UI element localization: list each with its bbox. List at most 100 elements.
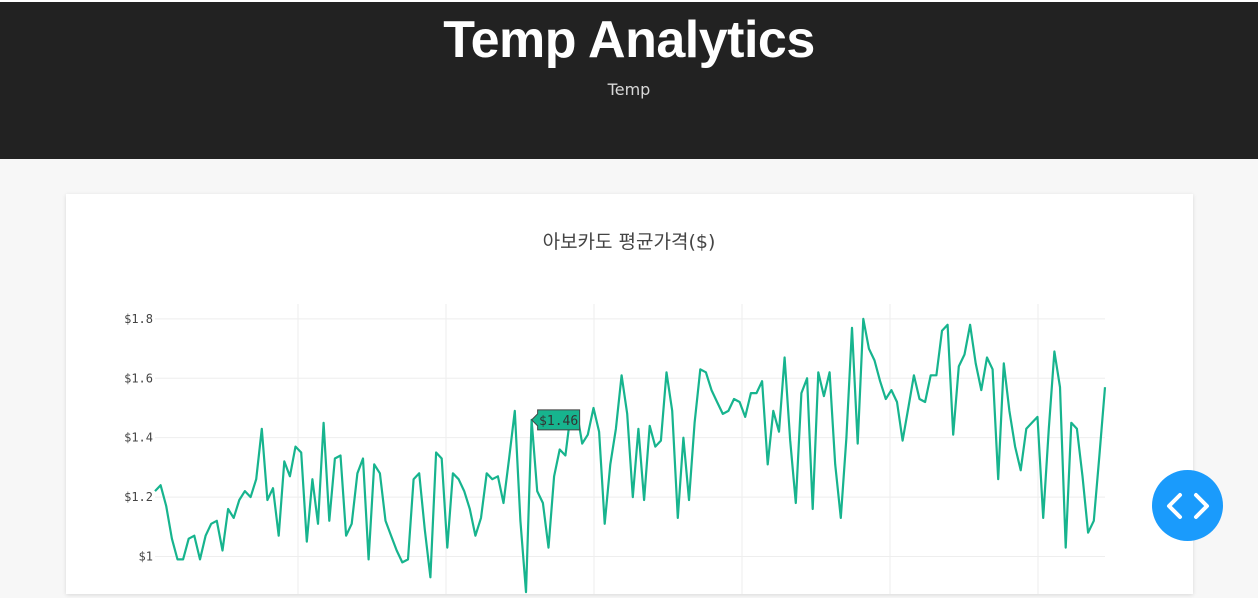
data-point[interactable] bbox=[288, 474, 292, 478]
data-point[interactable] bbox=[1069, 421, 1073, 425]
data-point[interactable] bbox=[327, 519, 331, 523]
data-point[interactable] bbox=[597, 430, 601, 434]
data-point[interactable] bbox=[159, 483, 163, 487]
data-point[interactable] bbox=[434, 451, 438, 455]
data-point[interactable] bbox=[1007, 409, 1011, 413]
data-point[interactable] bbox=[614, 427, 618, 431]
data-point[interactable] bbox=[513, 409, 517, 413]
data-point[interactable] bbox=[794, 501, 798, 505]
code-toggle-button[interactable] bbox=[1152, 470, 1223, 541]
data-point[interactable] bbox=[693, 421, 697, 425]
data-point[interactable] bbox=[884, 397, 888, 401]
data-point[interactable] bbox=[648, 424, 652, 428]
data-point[interactable] bbox=[204, 534, 208, 538]
data-point[interactable] bbox=[1002, 361, 1006, 365]
data-point[interactable] bbox=[625, 412, 629, 416]
data-point[interactable] bbox=[1064, 546, 1068, 550]
data-point[interactable] bbox=[412, 477, 416, 481]
data-point[interactable] bbox=[1075, 427, 1079, 431]
data-point[interactable] bbox=[170, 537, 174, 541]
data-point[interactable] bbox=[187, 537, 191, 541]
data-point[interactable] bbox=[192, 534, 196, 538]
data-point[interactable] bbox=[906, 406, 910, 410]
data-point[interactable] bbox=[1103, 385, 1107, 389]
data-point[interactable] bbox=[384, 519, 388, 523]
data-point[interactable] bbox=[698, 367, 702, 371]
data-point[interactable] bbox=[355, 471, 359, 475]
data-point[interactable] bbox=[209, 522, 213, 526]
data-point[interactable] bbox=[552, 474, 556, 478]
data-point[interactable] bbox=[580, 442, 584, 446]
data-point[interactable] bbox=[659, 439, 663, 443]
data-point[interactable] bbox=[974, 361, 978, 365]
data-point[interactable] bbox=[316, 522, 320, 526]
data-point[interactable] bbox=[282, 459, 286, 463]
data-point[interactable] bbox=[1047, 427, 1051, 431]
data-point[interactable] bbox=[732, 397, 736, 401]
data-point[interactable] bbox=[344, 534, 348, 538]
data-point[interactable] bbox=[642, 498, 646, 502]
data-point[interactable] bbox=[592, 406, 596, 410]
data-point[interactable] bbox=[586, 433, 590, 437]
data-point[interactable] bbox=[237, 498, 241, 502]
data-point[interactable] bbox=[558, 448, 562, 452]
data-point[interactable] bbox=[968, 323, 972, 327]
data-point[interactable] bbox=[867, 347, 871, 351]
data-point[interactable] bbox=[721, 412, 725, 416]
data-point[interactable] bbox=[277, 534, 281, 538]
data-point[interactable] bbox=[226, 507, 230, 511]
data-point[interactable] bbox=[502, 501, 506, 505]
data-point[interactable] bbox=[743, 415, 747, 419]
data-point[interactable] bbox=[670, 409, 674, 413]
data-point[interactable] bbox=[479, 516, 483, 520]
data-point[interactable] bbox=[457, 477, 461, 481]
data-point[interactable] bbox=[878, 379, 882, 383]
data-point[interactable] bbox=[215, 519, 219, 523]
data-point[interactable] bbox=[996, 477, 1000, 481]
data-point[interactable] bbox=[389, 534, 393, 538]
data-point[interactable] bbox=[333, 457, 337, 461]
data-point[interactable] bbox=[1086, 531, 1090, 535]
data-point[interactable] bbox=[1097, 454, 1101, 458]
data-point[interactable] bbox=[923, 400, 927, 404]
data-point[interactable] bbox=[563, 454, 567, 458]
data-point[interactable] bbox=[445, 546, 449, 550]
data-point[interactable] bbox=[541, 501, 545, 505]
data-point[interactable] bbox=[232, 516, 236, 520]
data-point[interactable] bbox=[249, 495, 253, 499]
data-point[interactable] bbox=[985, 356, 989, 360]
data-point[interactable] bbox=[417, 471, 421, 475]
data-point[interactable] bbox=[704, 370, 708, 374]
data-point[interactable] bbox=[805, 376, 809, 380]
data-point[interactable] bbox=[400, 560, 404, 564]
data-point[interactable] bbox=[873, 358, 877, 362]
data-point[interactable] bbox=[771, 409, 775, 413]
data-point[interactable] bbox=[749, 391, 753, 395]
data-point[interactable] bbox=[254, 477, 258, 481]
data-point[interactable] bbox=[726, 409, 730, 413]
data-point[interactable] bbox=[951, 433, 955, 437]
data-point[interactable] bbox=[1013, 445, 1017, 449]
data-point[interactable] bbox=[603, 522, 607, 526]
data-point[interactable] bbox=[856, 442, 860, 446]
data-point[interactable] bbox=[631, 495, 635, 499]
data-point[interactable] bbox=[440, 457, 444, 461]
data-point[interactable] bbox=[957, 364, 961, 368]
data-point[interactable] bbox=[1030, 421, 1034, 425]
data-point[interactable] bbox=[221, 549, 225, 553]
data-point[interactable] bbox=[198, 557, 202, 561]
data-point[interactable] bbox=[164, 504, 168, 508]
data-point[interactable] bbox=[496, 474, 500, 478]
data-point[interactable] bbox=[608, 462, 612, 466]
data-point[interactable] bbox=[305, 540, 309, 544]
data-point[interactable] bbox=[535, 489, 539, 493]
data-point[interactable] bbox=[367, 557, 371, 561]
data-point[interactable] bbox=[788, 439, 792, 443]
data-point[interactable] bbox=[299, 451, 303, 455]
data-point[interactable] bbox=[653, 445, 657, 449]
data-point[interactable] bbox=[850, 326, 854, 330]
data-point[interactable] bbox=[940, 329, 944, 333]
data-point[interactable] bbox=[901, 439, 905, 443]
data-point[interactable] bbox=[715, 400, 719, 404]
data-point[interactable] bbox=[839, 516, 843, 520]
